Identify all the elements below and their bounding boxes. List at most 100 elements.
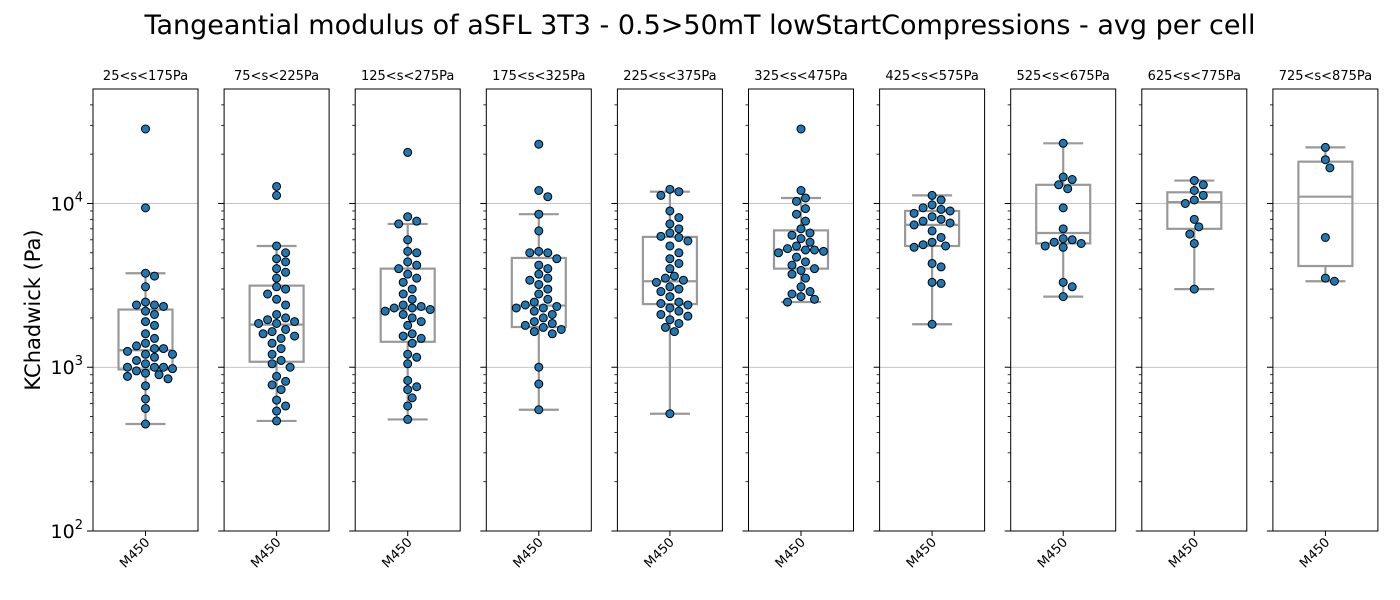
data-point	[534, 379, 544, 389]
data-point	[407, 313, 417, 323]
data-point	[669, 327, 679, 337]
data-point	[534, 269, 544, 279]
x-tick-label: M450	[904, 535, 940, 571]
data-point	[796, 265, 806, 275]
data-point	[263, 315, 273, 325]
data-point	[403, 235, 413, 245]
data-point	[412, 216, 422, 226]
data-point	[389, 303, 399, 313]
data-point	[538, 322, 548, 332]
data-point	[534, 209, 544, 219]
data-point	[936, 232, 946, 242]
chart-title: Tangeantial modulus of aSFL 3T3 - 0.5>50…	[143, 10, 1255, 41]
data-point	[141, 306, 150, 316]
x-tick-label: M450	[773, 535, 809, 571]
data-point	[412, 273, 422, 283]
panel-8: 525<s<675Pa M450	[1004, 69, 1117, 571]
data-point	[801, 204, 810, 214]
data-point	[272, 282, 282, 292]
data-point	[403, 349, 413, 359]
data-point	[150, 300, 159, 310]
data-point	[403, 246, 413, 256]
data-point	[529, 297, 539, 307]
data-point	[407, 284, 417, 294]
data-point	[936, 195, 946, 205]
data-point	[159, 301, 168, 311]
data-point	[398, 331, 408, 341]
data-point	[543, 273, 553, 283]
x-tick-label: M450	[379, 535, 415, 571]
y-axis-label: KChadwick (Pa)	[21, 229, 45, 390]
data-point	[529, 327, 539, 337]
data-point	[669, 271, 679, 281]
data-point	[168, 349, 177, 359]
data-point	[407, 329, 417, 339]
data-point	[796, 124, 806, 134]
data-point	[141, 403, 150, 413]
data-point	[272, 371, 282, 381]
data-point	[403, 257, 413, 267]
data-point	[520, 300, 530, 310]
data-point	[141, 419, 150, 429]
data-point	[787, 269, 797, 279]
box-iqr	[510, 256, 567, 329]
data-point	[1040, 241, 1050, 251]
data-point	[141, 368, 150, 378]
data-point	[543, 284, 553, 294]
data-point	[281, 376, 291, 386]
x-tick-label: M450	[1297, 535, 1333, 571]
data-point	[534, 186, 544, 196]
data-point	[819, 246, 828, 256]
data-point	[154, 370, 164, 380]
y-tick-exponent: 3	[75, 354, 83, 369]
data-point	[1058, 172, 1068, 182]
data-point	[403, 269, 413, 279]
panel-frame	[1141, 88, 1248, 532]
data-point	[927, 212, 937, 222]
data-point	[660, 273, 670, 283]
data-point	[529, 306, 539, 316]
data-point	[159, 344, 168, 354]
data-point	[796, 292, 806, 302]
data-point	[801, 245, 810, 255]
data-point	[272, 264, 282, 274]
data-point	[801, 257, 810, 267]
data-point	[674, 258, 684, 268]
data-point	[272, 406, 282, 416]
data-point	[1054, 180, 1064, 190]
data-point	[787, 260, 797, 270]
data-point	[403, 385, 413, 395]
panel-2: 75<s<225Pa M450	[218, 69, 330, 571]
y-tick-exponent: 4	[75, 190, 83, 205]
data-point	[547, 318, 557, 328]
data-point	[1067, 175, 1077, 185]
data-point	[407, 393, 417, 403]
x-tick-label: M450	[1166, 535, 1202, 571]
data-point	[272, 309, 282, 319]
data-point	[403, 401, 413, 411]
data-point	[534, 246, 544, 256]
data-point	[918, 240, 928, 250]
data-point	[674, 318, 684, 328]
data-point	[150, 362, 159, 372]
data-point	[534, 260, 544, 270]
data-point	[272, 273, 282, 283]
data-point	[412, 382, 422, 392]
data-point	[787, 230, 797, 240]
data-point	[281, 401, 291, 411]
data-point	[290, 317, 300, 327]
data-point	[665, 241, 675, 251]
data-point	[276, 344, 286, 354]
data-point	[1320, 232, 1330, 242]
data-point	[656, 287, 666, 297]
data-point	[398, 300, 408, 310]
panel-3: 125<s<275Pa M450	[349, 69, 461, 571]
data-point	[801, 273, 810, 283]
data-point	[123, 346, 132, 356]
y-tick-exponent: 2	[75, 518, 83, 533]
data-point	[281, 324, 291, 334]
data-point	[543, 264, 553, 274]
data-point	[281, 267, 291, 277]
data-point	[796, 282, 806, 292]
